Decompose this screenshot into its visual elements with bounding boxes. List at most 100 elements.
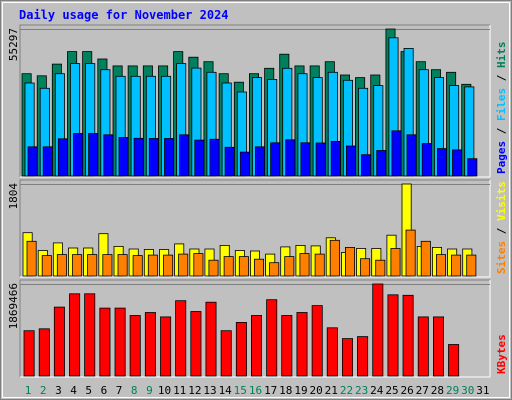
bar-pages-day-3 [57, 138, 68, 177]
x-label-day-24: 24 [370, 384, 384, 397]
bar-kbytes-day-5 [84, 293, 96, 377]
bar-sites-day-5 [87, 254, 98, 277]
x-label-day-14: 14 [219, 384, 233, 397]
bar-kbytes-day-13 [205, 301, 217, 377]
x-axis-labels: 1 2 3 4 5 6 7 8 9 10 11 12 13 14 15 16 17 18 19 20 21 22 23 24 2… [25, 384, 490, 397]
bar-sites-day-23 [360, 258, 371, 277]
x-label-day-30: 30 [461, 384, 474, 397]
chart-title: Daily usage for November 2024 [19, 8, 229, 22]
bar-sites-day-25 [390, 248, 401, 277]
bar-sites-day-18 [284, 256, 295, 277]
bar-pages-day-17 [270, 142, 281, 177]
bar-pages-day-26 [406, 134, 417, 177]
x-label-day-26: 26 [400, 384, 413, 397]
bar-sites-day-11 [178, 253, 189, 277]
panel-top: 55297 [7, 24, 491, 178]
x-label-day-17: 17 [264, 384, 277, 397]
x-label-day-2: 2 [40, 384, 47, 397]
bar-kbytes-day-20 [311, 305, 323, 377]
legend-sites: Sites [495, 241, 508, 274]
bar-sites-day-16 [253, 258, 264, 277]
x-label-day-5: 5 [85, 384, 92, 397]
right-legend-labels: Pages / Files / Hits Sites / Visits KBytes [495, 42, 508, 375]
legend-pages: Pages [495, 141, 508, 174]
bar-kbytes-day-29 [448, 344, 460, 377]
x-label-day-9: 9 [146, 384, 153, 397]
bar-kbytes-day-7 [114, 307, 126, 377]
bar-sites-day-30 [466, 254, 477, 277]
x-label-day-7: 7 [116, 384, 123, 397]
bar-pages-day-20 [315, 142, 326, 177]
bar-sites-day-13 [208, 259, 219, 277]
bar-pages-day-10 [164, 138, 175, 177]
x-label-day-8: 8 [131, 384, 138, 397]
bar-kbytes-day-12 [190, 311, 202, 377]
bar-kbytes-day-26 [402, 294, 414, 377]
bar-kbytes-day-28 [432, 316, 444, 377]
bar-kbytes-day-25 [387, 294, 399, 377]
x-label-day-23: 23 [355, 384, 368, 397]
x-label-day-16: 16 [249, 384, 262, 397]
bar-sites-day-19 [299, 253, 310, 277]
bar-pages-day-5 [88, 133, 99, 177]
bar-kbytes-day-27 [417, 316, 429, 377]
bar-pages-day-4 [73, 133, 84, 177]
bar-pages-day-22 [345, 145, 356, 177]
bar-sites-day-12 [193, 253, 204, 277]
bar-sites-day-26 [405, 229, 416, 277]
bar-pages-day-28 [436, 148, 447, 177]
bar-sites-day-3 [56, 254, 67, 277]
bar-sites-day-29 [451, 254, 462, 277]
bar-pages-day-12 [194, 139, 205, 177]
bar-sites-day-15 [238, 256, 249, 277]
bar-kbytes-day-2 [38, 328, 50, 377]
x-label-day-31: 31 [476, 384, 489, 397]
x-label-day-22: 22 [340, 384, 353, 397]
bar-sites-day-2 [41, 255, 52, 277]
panel-bottom: 1869466 [7, 279, 491, 378]
bar-kbytes-day-10 [160, 316, 172, 377]
right-label-bottom: KBytes [495, 334, 508, 374]
x-label-day-11: 11 [173, 384, 186, 397]
bar-pages-day-7 [118, 137, 129, 177]
legend-hits: Hits [495, 42, 508, 69]
bar-kbytes-day-23 [357, 336, 369, 377]
bar-pages-day-23 [361, 154, 372, 177]
bar-pages-day-24 [376, 150, 387, 177]
bar-kbytes-day-15 [235, 321, 247, 377]
x-label-day-1: 1 [25, 384, 32, 397]
bar-pages-day-14 [224, 146, 235, 177]
x-label-day-12: 12 [188, 384, 201, 397]
x-label-day-19: 19 [294, 384, 307, 397]
x-label-day-13: 13 [203, 384, 216, 397]
right-label-top: Pages / Files / Hits [495, 42, 508, 175]
bar-kbytes-day-9 [144, 312, 156, 377]
y-max-label-bottom: 1869466 [7, 283, 20, 329]
bar-pages-day-9 [148, 138, 159, 177]
bar-pages-day-19 [300, 142, 311, 177]
panel-middle: 1804 [7, 179, 491, 278]
bar-sites-day-21 [329, 239, 340, 277]
bar-sites-day-17 [269, 262, 280, 277]
bar-sites-day-20 [314, 253, 325, 277]
bar-pages-day-18 [285, 139, 296, 177]
bar-kbytes-day-4 [69, 293, 81, 377]
bar-kbytes-day-18 [281, 315, 293, 377]
bar-pages-day-30 [467, 158, 478, 177]
x-label-day-21: 21 [325, 384, 338, 397]
chart-panels: 55297 1804 1869466 [7, 24, 491, 378]
bar-sites-day-10 [163, 254, 174, 277]
bar-pages-day-13 [209, 138, 220, 177]
bar-kbytes-day-22 [341, 338, 353, 377]
bar-sites-day-4 [72, 254, 83, 277]
bar-sites-day-22 [344, 246, 355, 277]
x-label-day-18: 18 [279, 384, 292, 397]
bar-sites-day-9 [147, 254, 158, 277]
bar-pages-day-8 [133, 137, 144, 177]
bar-kbytes-day-6 [99, 307, 111, 377]
bar-sites-day-24 [375, 259, 386, 277]
bar-pages-day-27 [421, 143, 432, 177]
bar-sites-day-6 [102, 254, 113, 277]
